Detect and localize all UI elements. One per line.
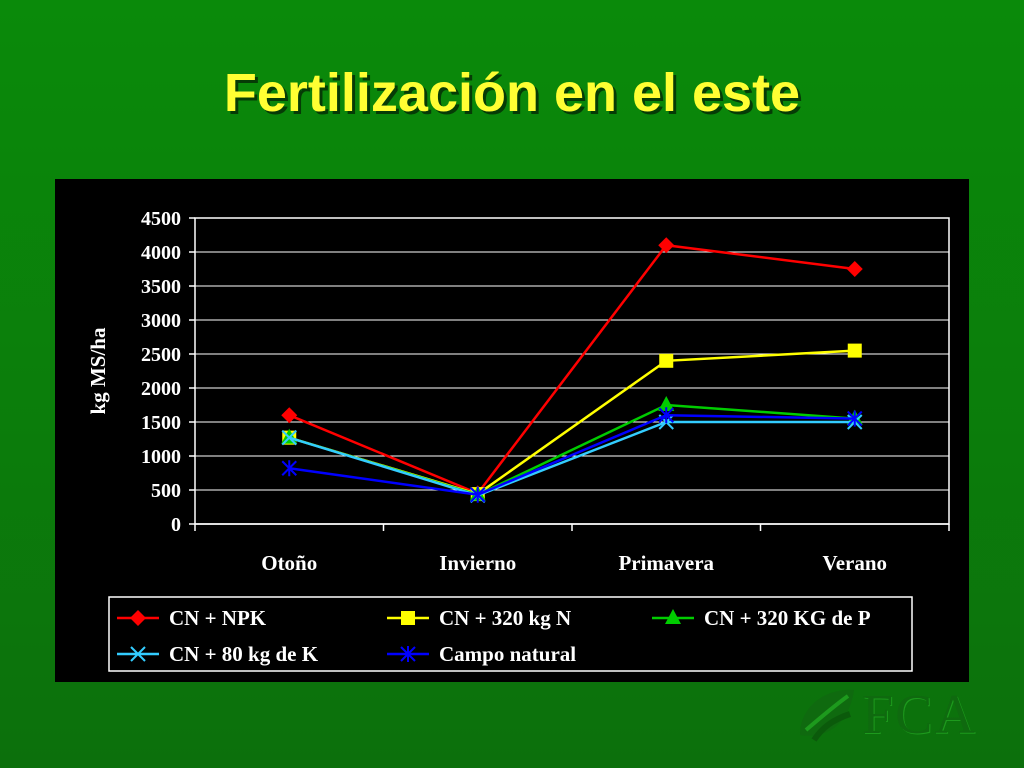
legend-box (108, 596, 913, 672)
line-chart: 0 500 1000 1500 2000 2500 3000 3500 4000 4500 Oto… (86, 208, 950, 672)
x-category-label: Otoño (261, 551, 317, 575)
data-point (281, 407, 298, 424)
y-axis-title: kg MS/ha (86, 327, 110, 414)
y-tick-label: 4000 (141, 242, 181, 264)
data-point (658, 407, 674, 424)
legend-label: Campo natural (439, 642, 576, 666)
legend-label: CN + 320 KG de P (704, 606, 871, 630)
legend-marker (130, 610, 146, 626)
y-tick-label: 1000 (141, 446, 181, 468)
series-line (288, 420, 855, 497)
data-point (847, 343, 862, 358)
legend-marker (401, 611, 415, 625)
x-category-label: Primavera (618, 551, 714, 575)
data-point (658, 237, 675, 254)
legend-entry: CN + 320 kg N (387, 606, 571, 630)
data-point (847, 410, 863, 427)
data-point (658, 396, 675, 411)
data-point (281, 460, 297, 477)
data-point (846, 261, 863, 277)
y-axis-ticks: 0 500 1000 1500 2000 2500 3000 3500 4000 4500 (141, 208, 195, 536)
series-layer (281, 237, 863, 504)
data-point (470, 486, 486, 503)
logo-text: FCA (862, 684, 977, 746)
y-tick-label: 3500 (141, 276, 181, 298)
y-tick-label: 2500 (141, 344, 181, 366)
x-category-label: Invierno (439, 551, 516, 575)
legend-label: CN + 320 kg N (439, 606, 571, 630)
legend-marker (130, 646, 146, 662)
y-tick-label: 4500 (141, 208, 181, 230)
y-tick-label: 500 (151, 480, 181, 502)
fca-logo: FCA (792, 680, 1007, 750)
legend: CN + NPK CN + 320 kg N CN + 320 KG de P CN … (108, 596, 913, 672)
data-point (659, 353, 674, 368)
slide-title: Fertilización en el este (223, 63, 801, 123)
y-tick-label: 3000 (141, 310, 181, 332)
chart-panel: 0 500 1000 1500 2000 2500 3000 3500 4000 4500 Oto… (55, 179, 969, 682)
grid-lines (195, 217, 949, 491)
x-axis: Otoño Invierno Primavera Verano (194, 523, 950, 575)
x-category-label: Verano (822, 551, 887, 575)
y-tick-label: 0 (171, 514, 181, 536)
y-tick-label: 2000 (141, 378, 181, 400)
legend-entry: CN + 320 KG de P (652, 606, 871, 630)
legend-entry: CN + 80 kg de K (117, 642, 319, 666)
series-line (289, 413, 855, 497)
series-5 (281, 407, 863, 503)
y-tick-label: 1500 (141, 412, 181, 434)
legend-marker (400, 646, 416, 662)
legend-marker (665, 609, 681, 624)
legend-label: CN + 80 kg de K (169, 642, 319, 666)
legend-label: CN + NPK (169, 606, 267, 630)
legend-entry: CN + NPK (117, 606, 267, 630)
legend-entry: Campo natural (387, 642, 576, 666)
leaf-logo-icon (800, 689, 854, 742)
series-line (288, 243, 855, 495)
data-point (281, 429, 297, 446)
